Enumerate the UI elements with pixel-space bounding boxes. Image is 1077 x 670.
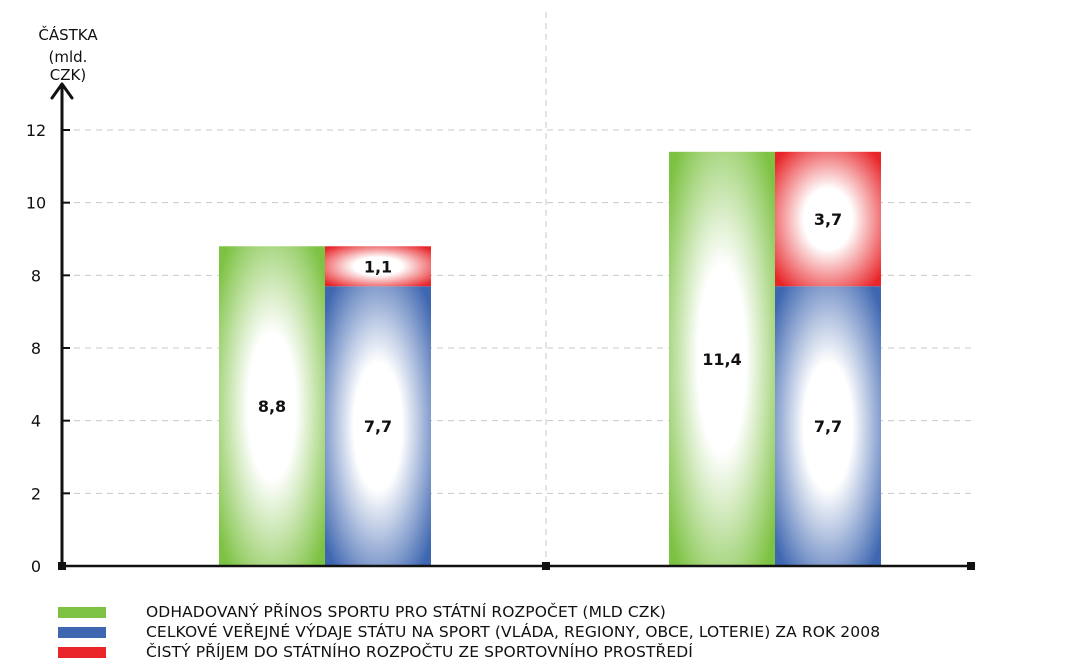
y-axis-title-line1: ČÁSTKA <box>38 26 98 44</box>
data-label: 11,4 <box>702 350 741 369</box>
bar-segment <box>325 286 431 566</box>
bar-segment <box>775 151 881 287</box>
legend-label-expenditure: CELKOVÉ VEŘEJNÉ VÝDAJE STÁTU NA SPORT (V… <box>146 623 881 641</box>
legend-swatch-red <box>58 646 106 658</box>
data-label: 7,7 <box>364 417 392 436</box>
axes: 0 2 4 8 8 10 12 <box>26 82 975 576</box>
y-tick-label: 8 <box>31 339 41 358</box>
data-label: 1,1 <box>364 257 392 276</box>
legend-swatch-blue <box>58 626 106 638</box>
x-axis-marker <box>58 562 66 570</box>
y-tick-label: 12 <box>26 121 46 140</box>
bar <box>219 246 325 566</box>
legend-label-net-income: ČISTÝ PŘÍJEM DO STÁTNÍHO ROZPOČTU ZE SPO… <box>146 643 693 661</box>
x-axis-marker <box>542 562 550 570</box>
legend-item-expenditure: CELKOVÉ VEŘEJNÉ VÝDAJE STÁTU NA SPORT (V… <box>58 622 880 642</box>
data-label: 7,7 <box>814 417 842 436</box>
y-tick-label: 10 <box>26 194 46 213</box>
y-tick-label: 8 <box>31 266 41 285</box>
bar <box>669 151 775 567</box>
x-axis-marker <box>967 562 975 570</box>
legend-item-benefit: ODHADOVANÝ PŘÍNOS SPORTU PRO STÁTNÍ ROZP… <box>58 602 880 622</box>
y-tick-label: 0 <box>31 557 41 576</box>
legend-label-benefit: ODHADOVANÝ PŘÍNOS SPORTU PRO STÁTNÍ ROZP… <box>146 603 666 621</box>
data-labels: 8,8 7,7 1,1 11,4 7,7 3,7 <box>258 210 842 436</box>
y-tick-label: 2 <box>31 484 41 503</box>
bar-chart: 0 2 4 8 8 10 12 8,8 7,7 1,1 11,4 7,7 3,7 <box>26 12 975 576</box>
legend: ODHADOVANÝ PŘÍNOS SPORTU PRO STÁTNÍ ROZP… <box>58 602 880 662</box>
data-label: 3,7 <box>814 210 842 229</box>
bars <box>219 151 881 567</box>
y-axis-title-line2: (mld. CZK) <box>48 48 88 84</box>
bar-segment <box>325 246 431 287</box>
bar-segment <box>775 286 881 566</box>
data-label: 8,8 <box>258 397 286 416</box>
y-tick-label: 4 <box>31 412 41 431</box>
y-axis-arrow-icon <box>50 82 74 100</box>
legend-item-net-income: ČISTÝ PŘÍJEM DO STÁTNÍHO ROZPOČTU ZE SPO… <box>58 642 880 662</box>
legend-swatch-green <box>58 606 106 618</box>
